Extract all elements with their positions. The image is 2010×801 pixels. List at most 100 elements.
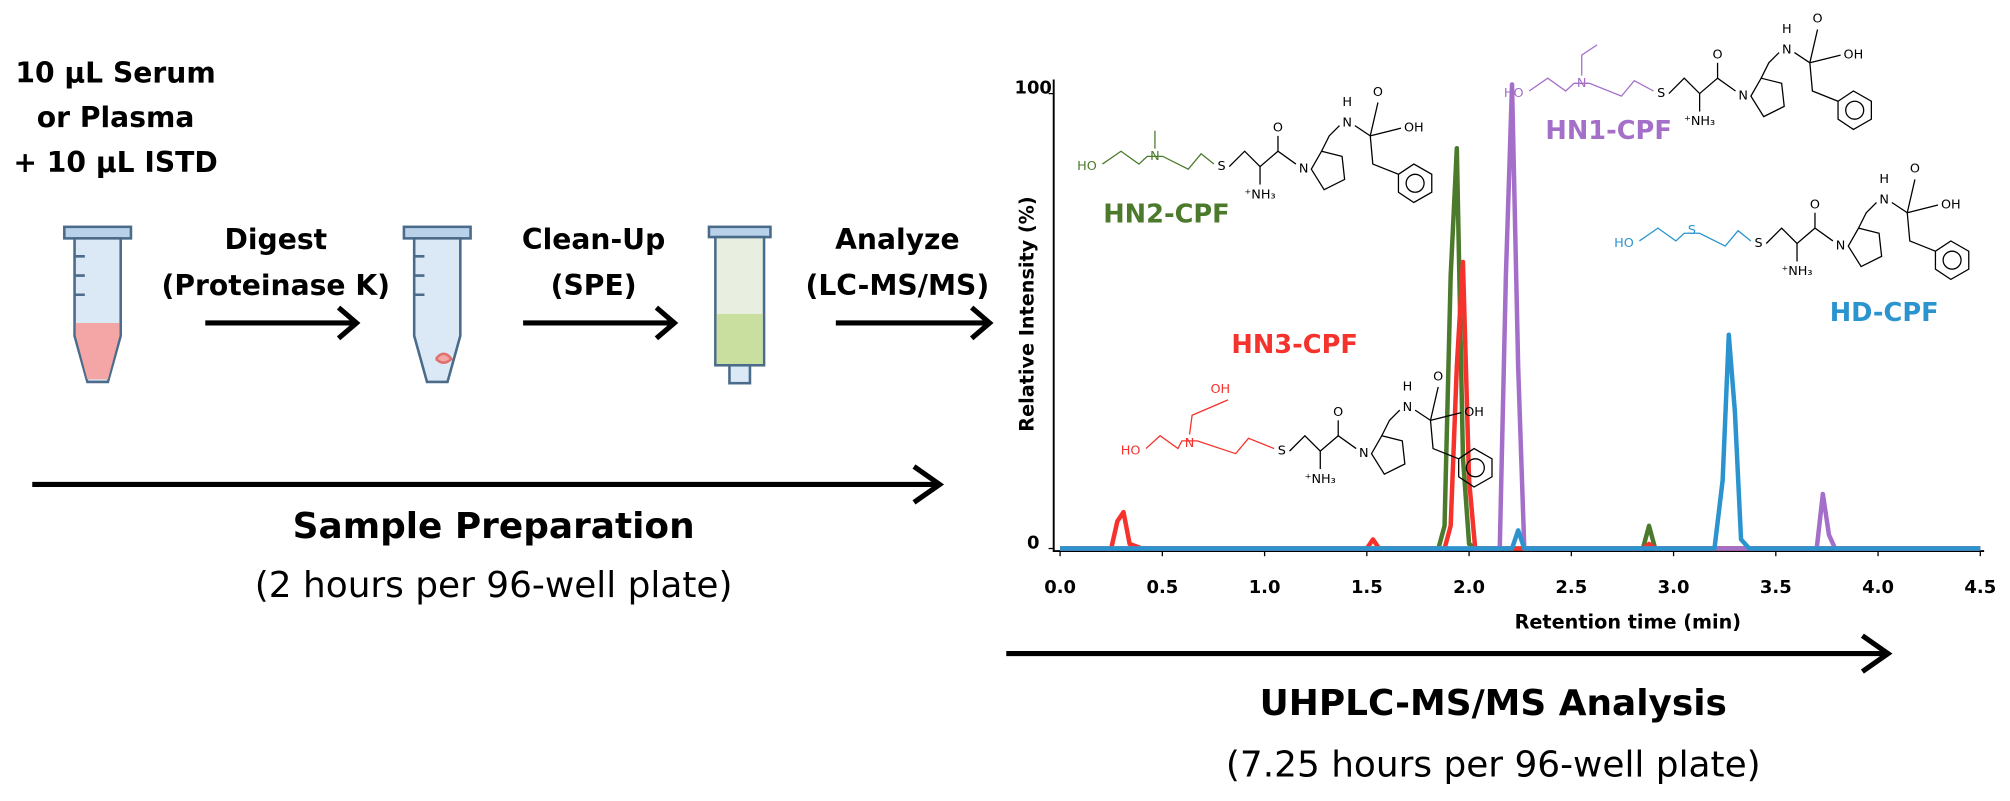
atom: H <box>1403 380 1413 395</box>
x-tick-label: 4.5 <box>1964 577 1996 598</box>
atom: H <box>1879 172 1889 187</box>
compound-label: HD-CPF <box>1830 298 1939 328</box>
ring <box>1837 90 1873 131</box>
x-tick-label: 0.0 <box>1044 577 1076 598</box>
bond <box>1809 62 1839 102</box>
atom: OH <box>1210 382 1230 397</box>
bond <box>1760 52 1780 79</box>
x-tick-label: 3.0 <box>1658 577 1690 598</box>
bond <box>1809 54 1841 64</box>
atom: OH <box>1464 405 1484 420</box>
ring <box>1370 435 1406 476</box>
bond <box>1145 434 1275 455</box>
bond <box>1381 409 1401 437</box>
atom: N <box>1342 116 1352 131</box>
atom: ⁺NH₃ <box>1684 114 1715 129</box>
bond <box>1228 150 1297 168</box>
ring <box>1310 150 1346 191</box>
bond <box>1794 29 1819 64</box>
atom: N <box>1299 162 1309 177</box>
atom: S <box>1755 236 1763 251</box>
atom: N <box>1836 239 1846 254</box>
bond <box>1430 412 1462 421</box>
atom: N <box>1403 400 1413 415</box>
bond <box>1639 227 1752 247</box>
step-label: Clean-Up <box>522 223 665 256</box>
bond <box>1765 227 1834 245</box>
atom: S <box>1218 159 1226 174</box>
atom: HO <box>1614 236 1634 251</box>
compound-label: HN3-CPF <box>1231 330 1357 360</box>
atom: S <box>1278 444 1286 459</box>
atom: N <box>1738 89 1748 104</box>
step-label: Digest <box>224 223 327 256</box>
ring <box>1847 227 1883 268</box>
spe-cartridge <box>707 225 772 385</box>
bond <box>1907 204 1939 214</box>
bond <box>1581 44 1598 76</box>
bond <box>1891 179 1916 214</box>
trace <box>1060 332 1981 551</box>
bond <box>1320 125 1340 152</box>
stage-title: Sample Preparation <box>293 506 695 547</box>
x-tick-label: 3.5 <box>1760 577 1792 598</box>
atom: HO <box>1077 159 1097 174</box>
atom: N <box>1782 42 1792 57</box>
input-line: + 10 µL ISTD <box>13 146 217 179</box>
x-tick-label: 2.0 <box>1453 577 1485 598</box>
atom: O <box>1713 48 1723 63</box>
atom: O <box>1910 162 1920 177</box>
step-detail: (LC-MS/MS) <box>805 269 989 302</box>
atom: OH <box>1844 48 1864 63</box>
atom: O <box>1333 405 1343 420</box>
ring <box>1405 173 1425 193</box>
stage-title: UHPLC-MS/MS Analysis <box>1260 683 1727 724</box>
atom: HO <box>1504 86 1524 101</box>
bond <box>1857 202 1877 229</box>
atom: O <box>1273 121 1283 136</box>
ring <box>1465 458 1485 478</box>
y-tick-label: 0 <box>1027 532 1039 553</box>
bond <box>1668 77 1736 95</box>
sample-tube <box>63 225 133 384</box>
compound-label: HN2-CPF <box>1103 199 1229 229</box>
bond <box>1370 127 1402 137</box>
y-axis-title: Relative Intensity (%) <box>1016 196 1039 431</box>
x-tick-label: 1.5 <box>1351 577 1383 598</box>
bond <box>1414 386 1439 422</box>
step-arrows <box>32 305 1893 674</box>
atom: N <box>1879 192 1889 207</box>
ring <box>1397 163 1433 204</box>
bond <box>1188 399 1229 435</box>
atom: O <box>1373 85 1383 100</box>
atom: O <box>1810 198 1820 213</box>
atom: N <box>1359 446 1369 461</box>
bond <box>1102 150 1215 170</box>
ring <box>1934 240 1970 281</box>
step-detail: (Proteinase K) <box>161 269 390 302</box>
atom: ⁺NH₃ <box>1781 264 1812 279</box>
ring <box>1942 250 1962 270</box>
atom: OH <box>1404 121 1424 136</box>
atom: ⁺NH₃ <box>1244 187 1275 202</box>
atom: N <box>1185 436 1195 451</box>
step-detail: (SPE) <box>551 269 637 302</box>
bond <box>1289 434 1357 452</box>
atom: N <box>1577 76 1587 91</box>
x-tick-label: 2.5 <box>1555 577 1587 598</box>
x-axis-title: Retention time (min) <box>1515 610 1741 633</box>
atom: S <box>1688 223 1696 238</box>
input-line: 10 µL Serum <box>15 56 215 89</box>
x-tick-label: 4.0 <box>1862 577 1894 598</box>
ring <box>1845 100 1865 120</box>
x-tick-label: 0.5 <box>1146 577 1178 598</box>
atom: HO <box>1121 444 1141 459</box>
atom: H <box>1342 95 1352 110</box>
x-tick-label: 1.0 <box>1249 577 1281 598</box>
bond <box>1528 77 1654 97</box>
bond <box>1369 135 1399 175</box>
